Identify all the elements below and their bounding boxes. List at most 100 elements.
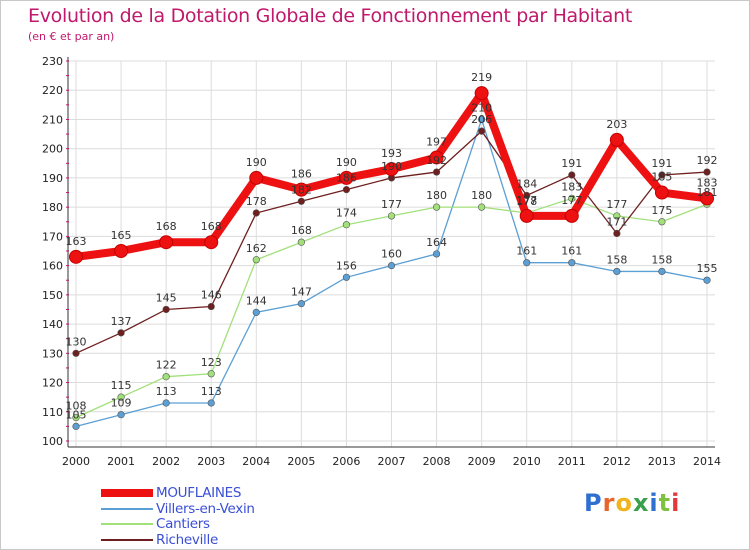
- data-label-villers-en-vexin: 156: [336, 259, 357, 272]
- x-tick-label: 2003: [197, 455, 225, 468]
- data-point-cantiers: [387, 212, 396, 220]
- data-label-villers-en-vexin: 147: [291, 286, 312, 299]
- data-label-cantiers: 174: [336, 207, 357, 220]
- data-point-richeville: [613, 229, 621, 238]
- data-point-cantiers: [72, 414, 80, 422]
- data-label-richeville: 186: [336, 172, 357, 185]
- data-point-mouflaines: [249, 170, 264, 185]
- data-label-villers-en-vexin: 158: [606, 253, 627, 266]
- data-label-cantiers: 177: [606, 198, 627, 211]
- legend-swatch-cantiers: [101, 523, 153, 525]
- data-label-cantiers: 123: [201, 356, 222, 369]
- data-label-mouflaines: 168: [156, 220, 177, 233]
- data-label-cantiers: 168: [291, 224, 312, 237]
- data-point-cantiers: [432, 203, 441, 211]
- data-point-richeville: [703, 168, 711, 176]
- data-point-villers-en-vexin: [162, 399, 170, 407]
- data-point-cantiers: [162, 373, 170, 381]
- y-tick-label: 220: [42, 84, 63, 97]
- x-tick-label: 2006: [332, 455, 360, 468]
- data-point-villers-en-vexin: [252, 308, 260, 316]
- data-label-villers-en-vexin: 160: [381, 248, 402, 261]
- data-label-villers-en-vexin: 164: [426, 236, 447, 249]
- data-label-cantiers: 115: [111, 379, 132, 392]
- data-label-richeville: 191: [651, 157, 672, 170]
- logo-letter: o: [615, 489, 633, 517]
- y-tick-label: 130: [42, 347, 63, 360]
- x-tick-label: 2014: [693, 455, 721, 468]
- data-point-cantiers: [207, 370, 215, 378]
- data-label-cantiers: 175: [651, 204, 672, 217]
- data-label-villers-en-vexin: 161: [516, 245, 537, 258]
- data-point-villers-en-vexin: [297, 300, 305, 308]
- data-point-richeville: [297, 197, 305, 205]
- y-tick-label: 190: [42, 172, 63, 185]
- proxiti-logo: Proxiti: [584, 489, 680, 517]
- x-tick-label: 2002: [152, 455, 180, 468]
- legend-label-villers-en-vexin: Villers-en-Vexin: [156, 500, 255, 517]
- data-point-villers-en-vexin: [478, 115, 486, 124]
- data-point-mouflaines: [700, 191, 714, 206]
- data-label-villers-en-vexin: 109: [111, 397, 132, 410]
- data-point-richeville: [162, 305, 170, 314]
- data-point-villers-en-vexin: [568, 259, 576, 267]
- data-point-villers-en-vexin: [613, 267, 621, 276]
- data-label-richeville: 184: [516, 177, 537, 190]
- data-point-cantiers: [478, 203, 486, 211]
- data-point-richeville: [252, 209, 260, 217]
- data-point-richeville: [432, 168, 441, 176]
- data-label-cantiers: 108: [66, 400, 87, 413]
- data-label-villers-en-vexin: 113: [156, 385, 177, 398]
- data-point-cantiers: [658, 218, 666, 226]
- data-point-villers-en-vexin: [658, 267, 666, 276]
- data-point-villers-en-vexin: [432, 250, 441, 258]
- data-label-cantiers: 178: [516, 195, 537, 208]
- data-point-richeville: [342, 186, 351, 194]
- logo-letter: P: [584, 489, 603, 517]
- data-point-mouflaines: [654, 185, 669, 200]
- x-tick-label: 2001: [107, 455, 135, 468]
- data-point-mouflaines: [294, 182, 309, 197]
- grid: [68, 60, 715, 447]
- axes: 1001101201301401501601701801902002102202…: [42, 55, 721, 468]
- data-label-cantiers: 122: [156, 359, 177, 372]
- y-tick-label: 160: [42, 260, 63, 273]
- legend-label-cantiers: Cantiers: [156, 516, 210, 532]
- x-tick-label: 2012: [603, 455, 631, 468]
- data-label-villers-en-vexin: 113: [201, 385, 222, 398]
- x-tick-label: 2013: [648, 455, 676, 468]
- y-tick-label: 200: [42, 143, 63, 156]
- data-point-richeville: [117, 329, 125, 337]
- data-point-villers-en-vexin: [72, 422, 80, 430]
- data-label-mouflaines: 183: [697, 176, 718, 189]
- data-point-villers-en-vexin: [207, 399, 215, 407]
- data-label-mouflaines: 163: [66, 235, 87, 248]
- data-point-mouflaines: [384, 162, 399, 177]
- logo-letter: i: [671, 489, 681, 517]
- data-label-richeville: 192: [697, 154, 718, 167]
- data-point-mouflaines: [69, 249, 83, 264]
- data-label-richeville: 191: [561, 157, 582, 170]
- x-tick-label: 2010: [513, 455, 541, 468]
- logo-letter: r: [602, 489, 616, 517]
- data-label-mouflaines: 177: [516, 194, 537, 207]
- y-tick-label: 210: [42, 113, 63, 126]
- y-tick-label: 140: [42, 318, 63, 331]
- data-label-mouflaines: 168: [201, 220, 222, 233]
- x-tick-label: 2007: [378, 455, 406, 468]
- data-point-cantiers: [297, 238, 305, 246]
- data-label-cantiers: 180: [426, 189, 447, 202]
- series-lines: [69, 86, 714, 430]
- data-label-villers-en-vexin: 155: [697, 262, 718, 275]
- data-point-cantiers: [613, 212, 621, 220]
- x-tick-label: 2004: [242, 455, 270, 468]
- data-point-mouflaines: [204, 235, 219, 250]
- data-label-villers-en-vexin: 161: [561, 245, 582, 258]
- data-label-mouflaines: 193: [381, 147, 402, 160]
- y-tick-label: 150: [42, 289, 63, 302]
- data-label-cantiers: 183: [561, 180, 582, 193]
- legend-label-richeville: Richeville: [156, 531, 218, 548]
- data-label-villers-en-vexin: 144: [246, 294, 267, 307]
- data-point-villers-en-vexin: [523, 259, 531, 267]
